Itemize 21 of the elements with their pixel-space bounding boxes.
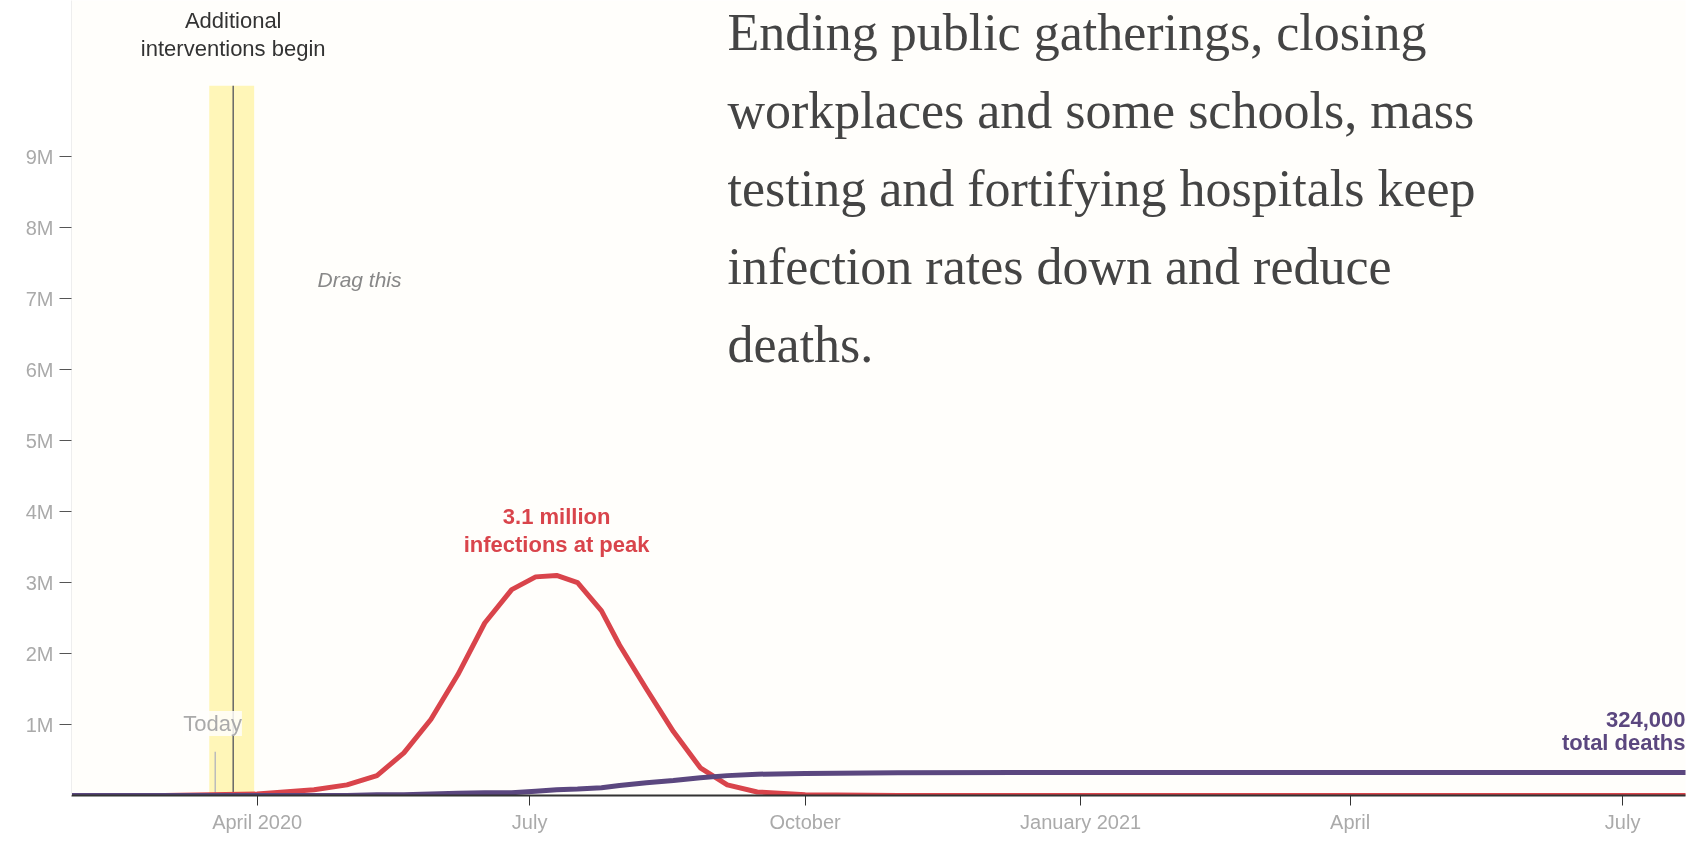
y-tick-label: 7M [25,287,54,310]
y-tick-label: 3M [25,571,54,594]
x-tick-label: July [1604,810,1641,833]
x-tick-label: July [511,810,548,833]
y-tick-label: 8M [25,216,54,239]
y-tick-label: 5M [25,429,54,452]
y-tick-label: 9M [25,145,54,168]
annotation: 3.1 million infections at peak [463,504,651,558]
y-tick-label: 2M [25,642,54,665]
ref-line-label: Today [183,710,242,736]
x-tick-label: January 2021 [1020,810,1142,833]
annotation: Ending public gatherings, closing workplaces and some schools, mass testing and fortifying hospitals keep infection rates down and reduce deaths. [727,3,1476,373]
annotation: 324,000 total deaths [1562,706,1686,755]
x-tick-label: April [1330,810,1371,833]
y-tick-label: 6M [25,358,54,381]
annotation: Drag this [317,267,403,291]
y-tick-label: 1M [25,713,54,736]
x-tick-label: April 2020 [212,810,303,833]
y-tick-label: 4M [25,500,54,523]
ref-line-label: Additional interventions begin [140,7,326,61]
x-tick-label: October [769,810,842,833]
